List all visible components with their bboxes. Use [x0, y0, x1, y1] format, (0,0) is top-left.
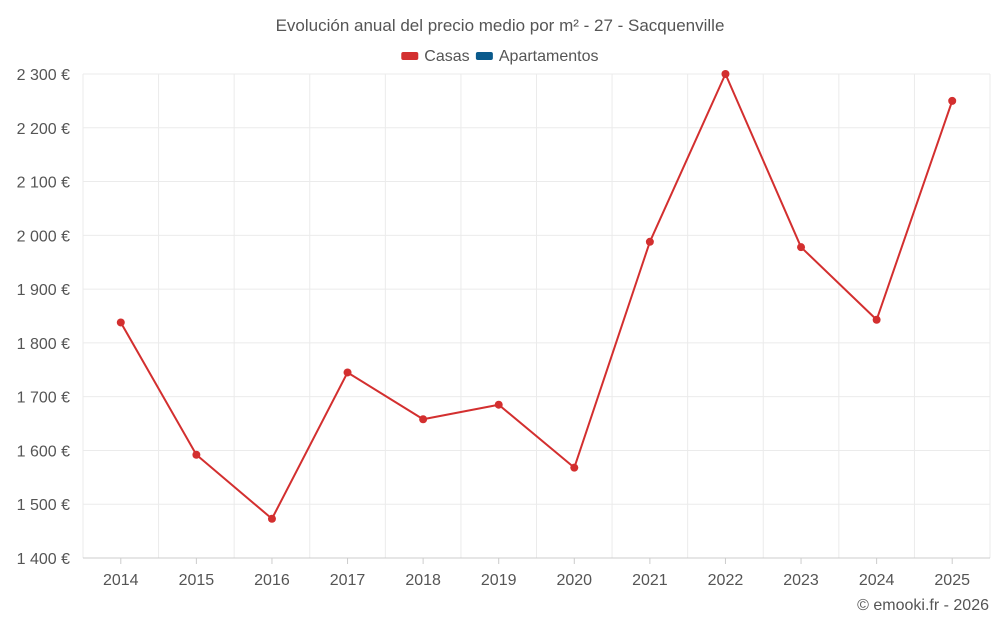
data-point [267, 514, 276, 523]
credit-text: © emooki.fr - 2026 [857, 597, 989, 614]
data-point [419, 415, 428, 424]
data-point [343, 368, 352, 377]
y-axis: 1 400 € 1 500 € 1 600 € 1 700 € 1 800 € 1 900… [17, 67, 70, 568]
data-point [494, 400, 503, 409]
y-tick-label: 2 000 € [17, 228, 70, 245]
y-tick-label: 1 500 € [17, 497, 70, 514]
x-axis: 2014 2015 2016 2017 2018 2019 2020 2021 2022 2023… [83, 557, 990, 589]
x-tick-label: 2020 [556, 572, 592, 589]
x-tick-label: 2022 [708, 572, 744, 589]
y-tick-label: 1 400 € [17, 551, 70, 568]
y-tick-label: 2 200 € [17, 121, 70, 138]
x-tick-label: 2024 [859, 572, 895, 589]
x-tick-label: 2014 [103, 572, 139, 589]
x-tick-label: 2021 [632, 572, 668, 589]
data-point [948, 96, 957, 105]
data-point [570, 463, 579, 472]
y-tick-label: 2 300 € [17, 67, 70, 84]
x-tick-label: 2023 [783, 572, 819, 589]
y-tick-label: 1 900 € [17, 282, 70, 299]
grid [82, 73, 991, 559]
legend-label: Apartamentos [499, 48, 599, 65]
legend-label: Casas [424, 48, 469, 65]
x-tick-label: 2025 [934, 572, 970, 589]
legend: Casas Apartamentos [401, 48, 598, 65]
x-tick-label: 2016 [254, 572, 290, 589]
x-tick-label: 2018 [405, 572, 441, 589]
data-point [872, 315, 881, 324]
y-tick-label: 1 800 € [17, 336, 70, 353]
y-tick-label: 1 600 € [17, 443, 70, 460]
x-tick-label: 2019 [481, 572, 517, 589]
data-point [192, 450, 201, 459]
y-tick-label: 2 100 € [17, 175, 70, 192]
y-tick-label: 1 700 € [17, 390, 70, 407]
data-point [116, 318, 125, 327]
x-tick-label: 2015 [179, 572, 215, 589]
chart-title: Evolución anual del precio medio por m² … [276, 16, 725, 35]
legend-swatch [475, 52, 493, 60]
data-point [645, 237, 654, 246]
x-tick-label: 2017 [330, 572, 366, 589]
series-group [116, 70, 957, 523]
series-line-casas [119, 73, 954, 520]
data-point [721, 70, 730, 78]
legend-swatch [401, 52, 419, 60]
data-point [797, 243, 806, 252]
